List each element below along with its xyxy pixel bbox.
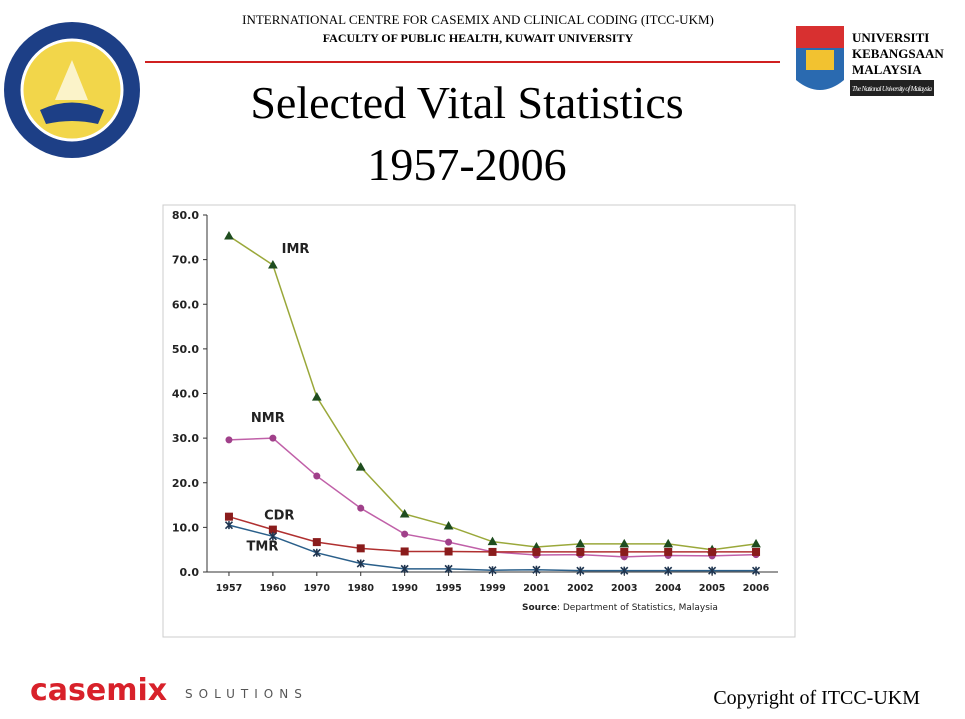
marker	[532, 565, 541, 574]
marker	[619, 538, 630, 548]
marker	[752, 547, 761, 556]
marker	[576, 547, 585, 556]
marker	[620, 566, 629, 575]
marker	[444, 564, 453, 573]
marker	[311, 392, 322, 401]
y-tick-label: 30.0	[172, 432, 199, 445]
marker	[268, 525, 277, 534]
series-label: CDR	[264, 509, 294, 524]
marker	[400, 547, 409, 556]
chart-frame	[162, 204, 796, 638]
marker	[399, 508, 410, 518]
x-tick-label: 1990	[391, 583, 418, 594]
x-tick-label: 2005	[699, 583, 725, 594]
title: Selected Vital Statistics	[250, 77, 683, 128]
marker	[488, 547, 497, 556]
marker	[268, 532, 277, 541]
series-label: TMR	[247, 539, 279, 554]
marker	[708, 566, 717, 575]
y-tick-label: 10.0	[172, 521, 199, 534]
x-tick-label: 1970	[304, 583, 331, 594]
source: Source: Department of Statistics, Malays…	[522, 603, 718, 613]
marker	[708, 547, 717, 556]
marker	[532, 547, 541, 556]
marker	[751, 538, 761, 548]
x-tick-label: 1999	[479, 583, 505, 594]
marker	[312, 548, 321, 557]
y-tick-label: 80.0	[172, 209, 199, 222]
marker	[401, 530, 409, 538]
x-tick-label: 1960	[260, 583, 287, 594]
y-tick-label: 50.0	[172, 343, 199, 356]
marker	[443, 521, 454, 530]
marker	[487, 536, 498, 546]
marker	[664, 566, 673, 575]
marker	[268, 259, 278, 269]
source-text: : Department of Statistics, Malaysia	[557, 603, 718, 613]
marker	[488, 566, 497, 575]
subtitle: 1957-2006	[367, 139, 566, 190]
marker	[356, 544, 365, 553]
marker	[224, 230, 234, 240]
brand: casemix	[30, 673, 167, 708]
logo-text: KEBANGSAAN	[852, 46, 944, 61]
series-label: IMR	[282, 242, 310, 257]
y-tick-label: 40.0	[172, 388, 199, 401]
marker	[225, 436, 233, 444]
x-tick-label: 1995	[435, 583, 461, 594]
marker	[269, 434, 277, 442]
x-tick-label: 2003	[611, 583, 637, 594]
marker	[663, 538, 674, 548]
x-tick-label: 2001	[523, 583, 549, 594]
marker	[312, 538, 321, 547]
marker	[620, 547, 629, 556]
marker	[357, 504, 365, 512]
y-tick-label: 70.0	[172, 254, 199, 267]
marker	[576, 566, 585, 575]
marker	[751, 566, 761, 575]
marker	[224, 521, 234, 530]
marker	[224, 512, 233, 521]
marker	[444, 547, 453, 556]
y-tick-label: 20.0	[172, 477, 199, 490]
marker	[355, 462, 366, 471]
x-tick-label: 2006	[743, 583, 770, 594]
marker	[575, 538, 586, 548]
marker	[664, 547, 673, 556]
header-line: INTERNATIONAL CENTRE FOR CASEMIX AND CLI…	[242, 12, 714, 27]
logo-text: UNIVERSITI	[852, 30, 929, 45]
x-tick-label: 2004	[655, 583, 682, 594]
copyright: Copyright of ITCC-UKM	[713, 687, 920, 709]
logo-text: The National University of Malaysia	[852, 85, 933, 93]
y-tick-label: 60.0	[172, 298, 199, 311]
marker	[313, 472, 321, 480]
marker	[400, 564, 409, 573]
x-tick-label: 2002	[567, 583, 593, 594]
y-tick-label: 0.0	[180, 566, 200, 579]
marker	[445, 538, 453, 546]
x-tick-label: 1980	[348, 583, 375, 594]
marker	[356, 559, 365, 568]
x-tick-label: 1957	[216, 583, 242, 594]
brand-sub: SOLUTIONS	[185, 687, 308, 701]
kuwait-logo	[4, 22, 140, 158]
ukm-logo: UNIVERSITI KEBANGSAAN MALAYSIA The Natio…	[796, 26, 944, 96]
source-label: Source	[522, 603, 557, 613]
header-line: FACULTY OF PUBLIC HEALTH, KUWAIT UNIVERS…	[323, 31, 634, 45]
logo-text: MALAYSIA	[852, 62, 922, 77]
series-label: NMR	[251, 411, 285, 426]
